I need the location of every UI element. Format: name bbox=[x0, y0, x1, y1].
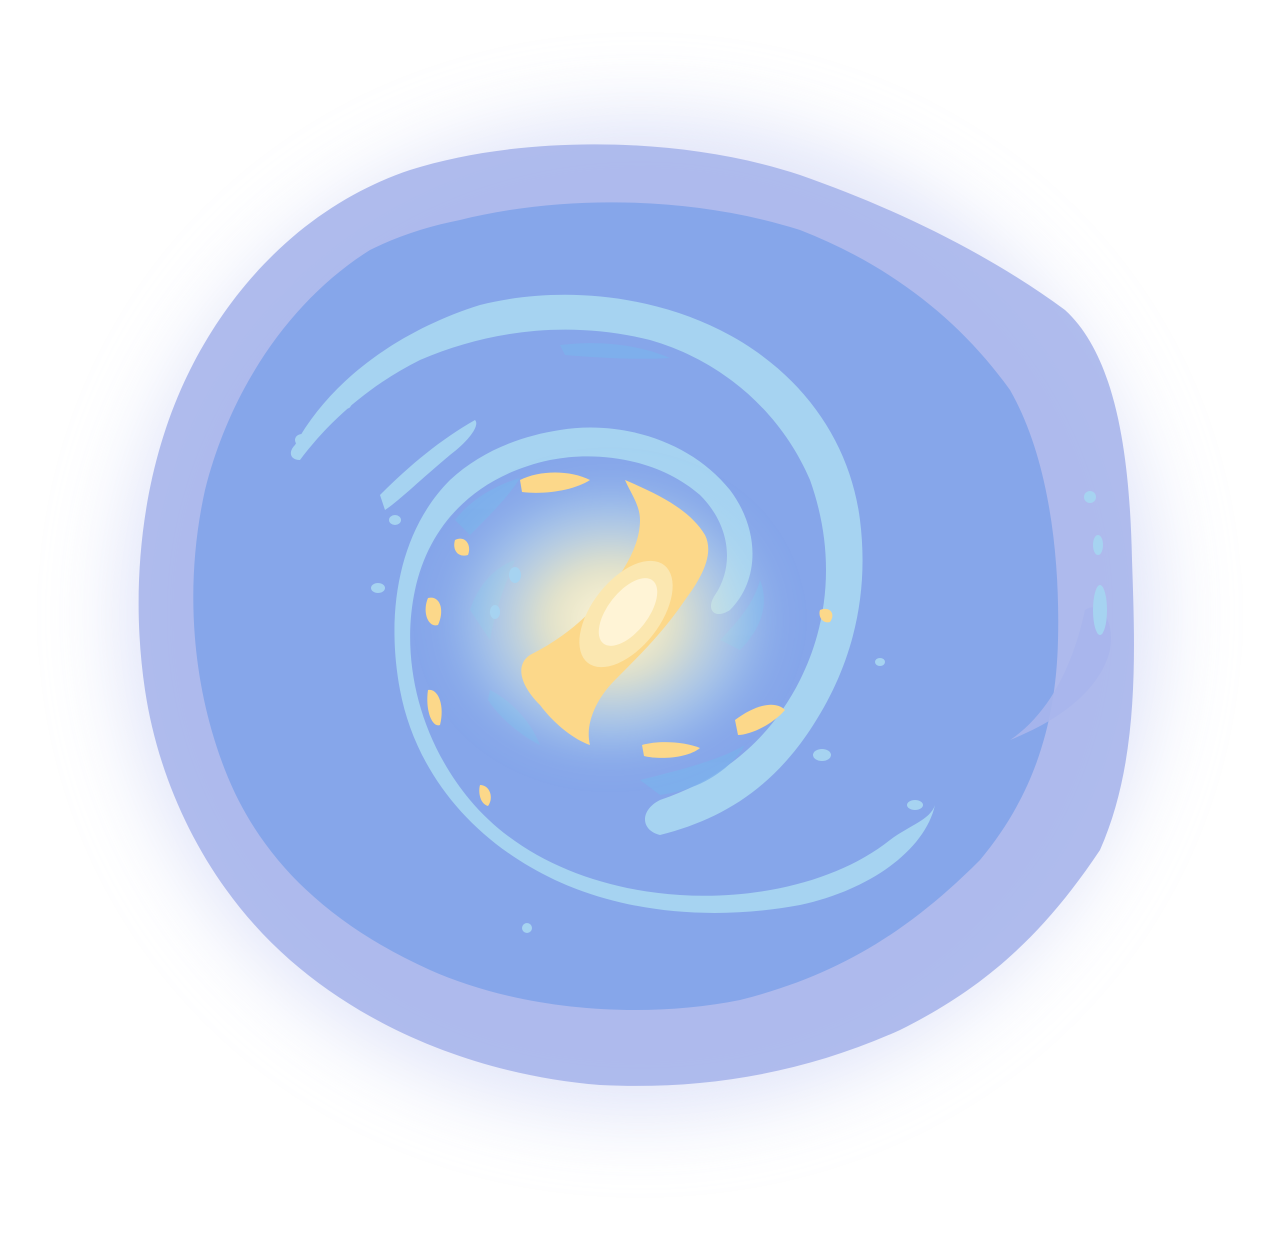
spiral-arm-inner bbox=[394, 427, 935, 913]
galactic-bar bbox=[521, 480, 709, 745]
spiral-arm-outer bbox=[290, 294, 863, 835]
star-clusters bbox=[295, 335, 1107, 933]
star-forming-knots bbox=[425, 472, 833, 806]
